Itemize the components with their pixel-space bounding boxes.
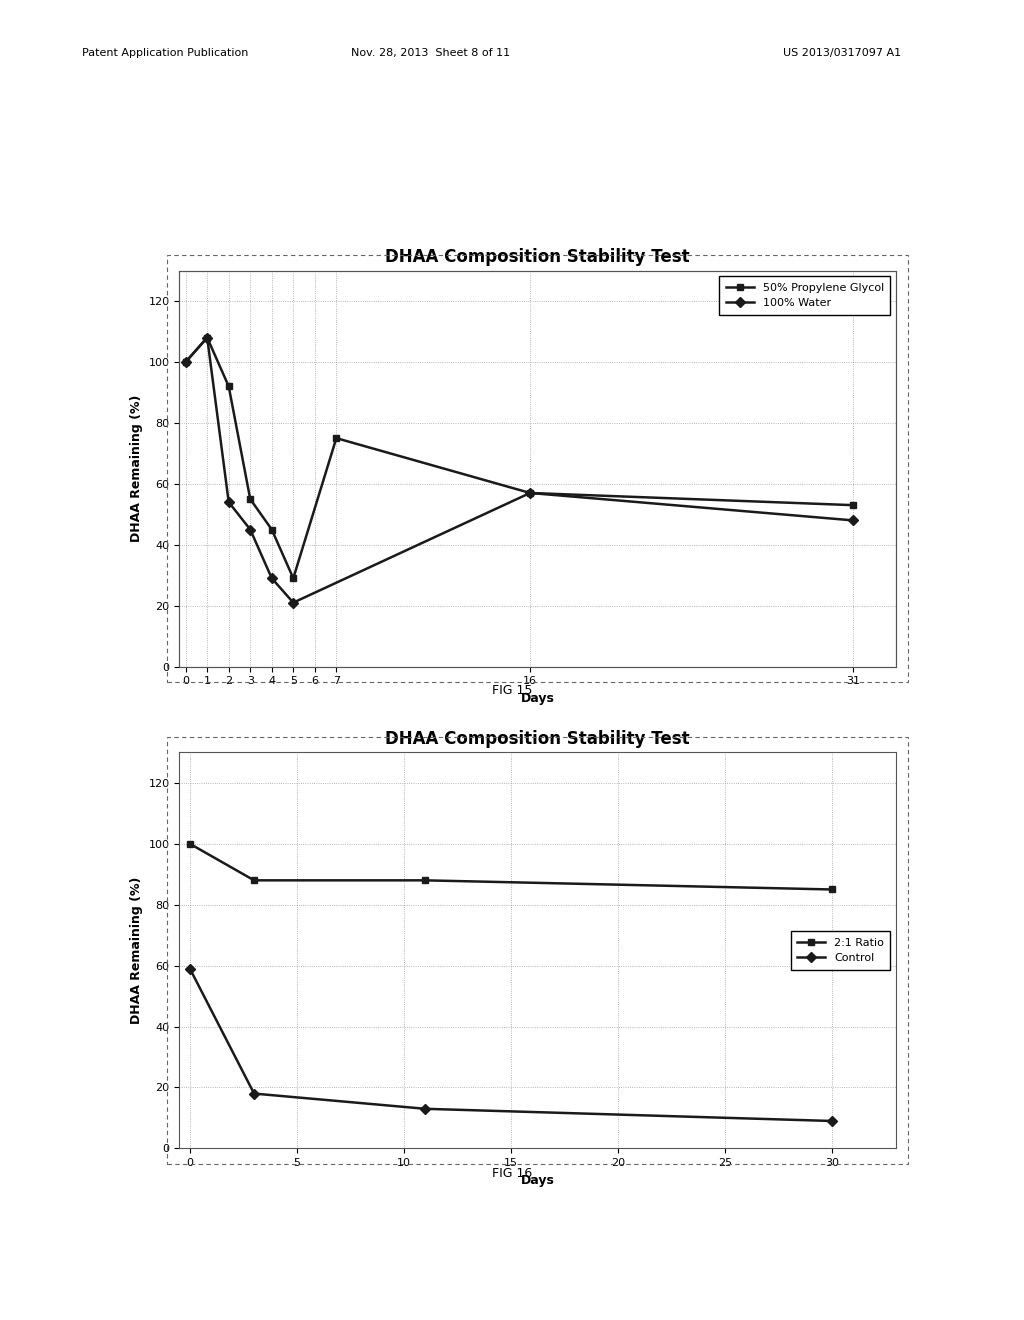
Y-axis label: DHAA Remaining (%): DHAA Remaining (%) — [130, 395, 142, 543]
Line: 50% Propylene Glycol: 50% Propylene Glycol — [182, 334, 856, 582]
50% Propylene Glycol — [524, 484, 537, 500]
X-axis label: Days: Days — [520, 1173, 555, 1187]
Text: FIG 15: FIG 15 — [492, 684, 532, 697]
2:1 Ratio — [825, 882, 838, 898]
100% Water — [201, 330, 213, 346]
Text: Patent Application Publication: Patent Application Publication — [82, 48, 248, 58]
Line: 100% Water: 100% Water — [182, 334, 856, 606]
100% Water — [524, 484, 537, 500]
Line: Control: Control — [186, 965, 836, 1125]
50% Propylene Glycol — [179, 354, 191, 370]
50% Propylene Glycol — [847, 498, 859, 513]
100% Water — [222, 494, 234, 510]
50% Propylene Glycol — [265, 521, 278, 537]
Line: 2:1 Ratio: 2:1 Ratio — [186, 841, 836, 892]
Text: Nov. 28, 2013  Sheet 8 of 11: Nov. 28, 2013 Sheet 8 of 11 — [350, 48, 510, 58]
X-axis label: Days: Days — [520, 692, 555, 705]
Title: DHAA Composition Stability Test: DHAA Composition Stability Test — [385, 730, 690, 748]
Control — [419, 1101, 431, 1117]
100% Water — [287, 595, 299, 611]
100% Water — [244, 521, 256, 537]
Control — [248, 1085, 260, 1101]
50% Propylene Glycol — [244, 491, 256, 507]
Text: FIG 16: FIG 16 — [492, 1167, 532, 1180]
100% Water — [847, 512, 859, 528]
50% Propylene Glycol — [222, 379, 234, 395]
Legend: 2:1 Ratio, Control: 2:1 Ratio, Control — [791, 931, 891, 970]
2:1 Ratio — [183, 836, 196, 851]
100% Water — [265, 570, 278, 586]
2:1 Ratio — [419, 873, 431, 888]
Control — [183, 961, 196, 977]
50% Propylene Glycol — [287, 570, 299, 586]
50% Propylene Glycol — [330, 430, 342, 446]
Legend: 50% Propylene Glycol, 100% Water: 50% Propylene Glycol, 100% Water — [719, 276, 891, 315]
Control — [825, 1113, 838, 1129]
Y-axis label: DHAA Remaining (%): DHAA Remaining (%) — [130, 876, 142, 1024]
2:1 Ratio — [248, 873, 260, 888]
50% Propylene Glycol — [201, 330, 213, 346]
Text: US 2013/0317097 A1: US 2013/0317097 A1 — [783, 48, 901, 58]
Title: DHAA Composition Stability Test: DHAA Composition Stability Test — [385, 248, 690, 267]
100% Water — [179, 354, 191, 370]
